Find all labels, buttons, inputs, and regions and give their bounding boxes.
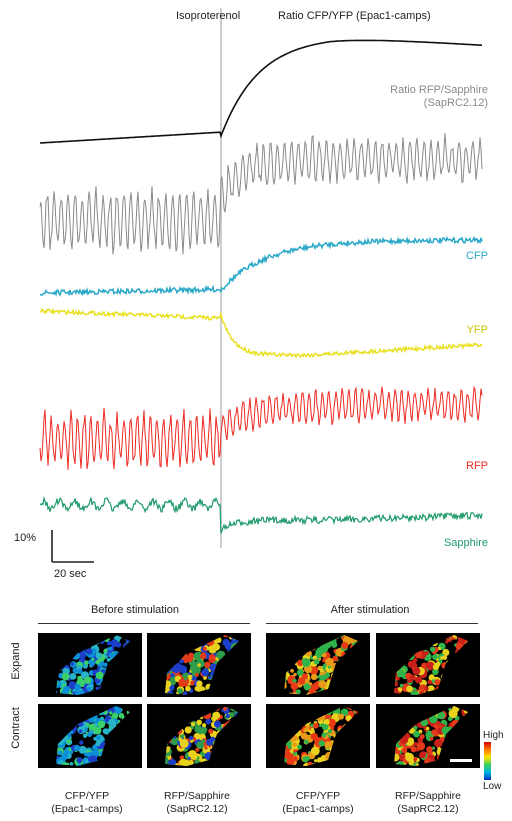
caption-1-line2: (Epac1-camps) [51, 803, 123, 815]
caption-1-line1: CFP/YFP [64, 790, 110, 802]
before-header-line [38, 623, 250, 624]
caption-2: RFP/Sapphire (SapRC2.12) [142, 790, 252, 816]
cfp-label: CFP [466, 250, 488, 262]
caption-2-line2: (SapRC2.12) [166, 803, 228, 815]
caption-4-line2: (SapRC2.12) [397, 803, 459, 815]
series-sapphire [39, 495, 483, 534]
scale-x-label: 20 sec [54, 568, 87, 580]
series-rfp [39, 385, 483, 470]
series-ratio-cfp-yfp [39, 39, 482, 144]
scale-bar [51, 530, 94, 563]
cell-image-contract-2 [147, 704, 251, 768]
yfp-label: YFP [466, 324, 488, 336]
colorbar-low-label: Low [483, 781, 502, 792]
caption-3-line1: CFP/YFP [295, 790, 341, 802]
cell-image-contract-4 [376, 704, 480, 768]
ratio-rfp-sapphire-line1: Ratio RFP/Sapphire [390, 84, 488, 96]
after-header-line [266, 623, 478, 624]
cell-image-expand-2 [147, 633, 251, 697]
caption-3-line2: (Epac1-camps) [282, 803, 354, 815]
series-yfp [39, 307, 483, 359]
cell-image-expand-1 [38, 633, 142, 697]
after-stimulation-header: After stimulation [330, 604, 410, 616]
colorbar-high-label: High [483, 730, 504, 741]
trace-figure [39, 8, 483, 563]
cell-image-contract-3 [266, 704, 370, 768]
rfp-label: RFP [466, 460, 488, 472]
series-ratio-rfp-sapphire [39, 133, 483, 255]
image-scale-bar [450, 759, 472, 762]
row-label-expand: Expand [10, 642, 22, 680]
isoproterenol-label: Isoproterenol [176, 10, 241, 22]
caption-3: CFP/YFP (Epac1-camps) [263, 790, 373, 816]
caption-1: CFP/YFP (Epac1-camps) [32, 790, 142, 816]
caption-4-line1: RFP/Sapphire [395, 790, 461, 802]
sapphire-label: Sapphire [443, 537, 488, 549]
ratio-rfp-sapphire-label: Ratio RFP/Sapphire (SapRC2.12) [390, 84, 488, 110]
ratio-rfp-sapphire-line2: (SapRC2.12) [423, 97, 488, 109]
cell-image-expand-4 [376, 633, 480, 697]
ratio-cfp-yfp-label: Ratio CFP/YFP (Epac1-camps) [278, 10, 431, 22]
cell-image-contract-1 [38, 704, 142, 768]
scale-y-label: 10% [14, 532, 37, 544]
series-cfp [39, 235, 483, 298]
row-label-contract: Contract [10, 707, 22, 749]
caption-2-line1: RFP/Sapphire [164, 790, 230, 802]
colorbar [484, 742, 491, 780]
cell-image-expand-3 [266, 633, 370, 697]
caption-4: RFP/Sapphire (SapRC2.12) [373, 790, 483, 816]
before-stimulation-header: Before stimulation [90, 604, 180, 616]
